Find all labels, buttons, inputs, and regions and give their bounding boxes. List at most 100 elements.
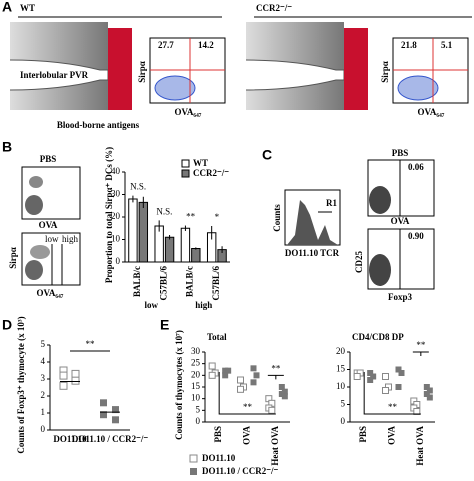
panel-label: A bbox=[2, 0, 12, 15]
group-label: high bbox=[195, 300, 212, 310]
axis-label: Counts bbox=[272, 204, 282, 232]
y-tick-label: 0 bbox=[196, 416, 201, 426]
y-tick-label: 5 bbox=[41, 339, 46, 349]
significance: ** bbox=[243, 402, 253, 412]
point bbox=[59, 371, 68, 380]
point bbox=[59, 381, 68, 390]
bracket bbox=[267, 374, 284, 380]
y-tick-label: 20 bbox=[336, 346, 346, 356]
x-tick-label: BALB/c bbox=[185, 266, 195, 297]
panel-label: C bbox=[262, 147, 272, 163]
point bbox=[395, 384, 402, 390]
point bbox=[278, 384, 285, 390]
legend-label: DO11.10 bbox=[202, 453, 236, 463]
legend-label: CCR2⁻/⁻ bbox=[193, 168, 229, 178]
point bbox=[281, 393, 288, 400]
point bbox=[71, 376, 80, 385]
point bbox=[112, 406, 119, 414]
significance: ** bbox=[388, 402, 398, 412]
flow-plot bbox=[367, 159, 435, 290]
point bbox=[268, 406, 276, 414]
plot-title: OVA bbox=[391, 216, 410, 226]
y-tick-label: 4 bbox=[41, 356, 46, 366]
quadrant-value: 14.2 bbox=[198, 40, 214, 50]
gate-label: high bbox=[62, 234, 79, 244]
y-tick-label: 10 bbox=[191, 393, 201, 403]
point bbox=[423, 391, 430, 397]
significance: N.S. bbox=[130, 182, 146, 192]
gate-label: low bbox=[45, 234, 59, 244]
y-tick-label: 5 bbox=[341, 399, 346, 409]
y-tick-label: 0 bbox=[41, 424, 46, 434]
plot-title: Total bbox=[207, 332, 227, 342]
x-tick-label: PBS bbox=[213, 426, 223, 443]
bracket bbox=[363, 372, 421, 415]
significance: ** bbox=[86, 339, 96, 349]
x-tick-label: DO11.10 bbox=[53, 434, 87, 444]
point bbox=[112, 416, 119, 424]
y-tick-label: 20 bbox=[191, 369, 201, 379]
axis-label: Counts of Foxp3⁺ thymocyte (x 10³) bbox=[16, 316, 26, 453]
axis-label: Sirpα bbox=[8, 247, 18, 269]
x-tick-label: C57BL/6 bbox=[158, 266, 168, 301]
axis-label: Foxp3 bbox=[388, 292, 413, 302]
x-tick-label: Heat OVA bbox=[415, 426, 425, 466]
plot-title: PBS bbox=[392, 148, 409, 158]
point bbox=[423, 384, 430, 390]
point bbox=[237, 385, 244, 393]
legend-swatch bbox=[190, 468, 197, 475]
quadrant-value: 21.8 bbox=[401, 40, 417, 50]
axis-label: Sirpα bbox=[380, 61, 390, 83]
group-label: low bbox=[145, 300, 159, 310]
point bbox=[353, 373, 361, 380]
y-tick-label: 5 bbox=[196, 404, 201, 414]
point bbox=[395, 366, 402, 373]
panel-title: CCR2⁻/⁻ bbox=[256, 3, 292, 13]
point bbox=[382, 387, 389, 394]
y-tick-label: 2 bbox=[41, 390, 46, 400]
axis-label: Sirpα bbox=[137, 61, 147, 83]
point bbox=[222, 372, 229, 379]
histogram bbox=[284, 189, 341, 246]
point bbox=[100, 399, 107, 407]
y-tick-label: 40 bbox=[111, 166, 121, 176]
point bbox=[250, 365, 257, 372]
legend-label: DO11.10 / CCR2⁻/⁻ bbox=[202, 466, 279, 476]
significance: N.S. bbox=[156, 206, 172, 216]
panel-label: E bbox=[160, 317, 169, 333]
y-tick-label: 30 bbox=[191, 346, 201, 356]
plot-title: PBS bbox=[40, 154, 57, 164]
significance: ** bbox=[186, 212, 196, 222]
x-tick-label: PBS bbox=[358, 426, 368, 443]
legend-swatch bbox=[181, 169, 190, 178]
y-tick-label: 1 bbox=[41, 407, 46, 417]
point bbox=[426, 394, 433, 401]
bar bbox=[128, 198, 138, 263]
panel-label: B bbox=[2, 139, 12, 155]
x-tick-label: OVA bbox=[387, 426, 397, 445]
point bbox=[426, 387, 433, 394]
significance: ** bbox=[416, 340, 426, 350]
y-tick-label: 10 bbox=[336, 381, 346, 391]
y-tick-label: 3 bbox=[41, 373, 46, 383]
x-tick-label: BALB/c bbox=[132, 266, 142, 297]
quadrant-value: 5.1 bbox=[441, 40, 453, 50]
legend-swatch bbox=[189, 454, 198, 463]
schematic bbox=[9, 22, 368, 110]
axis-label: OVA₆₄₇ bbox=[37, 288, 64, 298]
point bbox=[367, 377, 374, 383]
axis-label: OVA₆₄₇ bbox=[175, 107, 202, 117]
y-tick-label: 20 bbox=[111, 211, 121, 221]
significance: ** bbox=[271, 363, 281, 373]
point bbox=[237, 376, 244, 384]
flow-plot bbox=[149, 37, 469, 104]
point bbox=[100, 411, 107, 419]
quadrant-value: 0.06 bbox=[408, 162, 424, 172]
x-tick-label: C57BL/6 bbox=[211, 266, 221, 301]
y-tick-label: 0 bbox=[341, 416, 346, 426]
axis-label: Proportion to total Sirpα⁺ DCs (%) bbox=[104, 147, 114, 283]
x-tick-label: DO11.10 / CCR2⁻/⁻ bbox=[72, 434, 149, 444]
axis-label: OVA₆₄₇ bbox=[418, 107, 445, 117]
y-tick-label: 10 bbox=[111, 234, 121, 244]
